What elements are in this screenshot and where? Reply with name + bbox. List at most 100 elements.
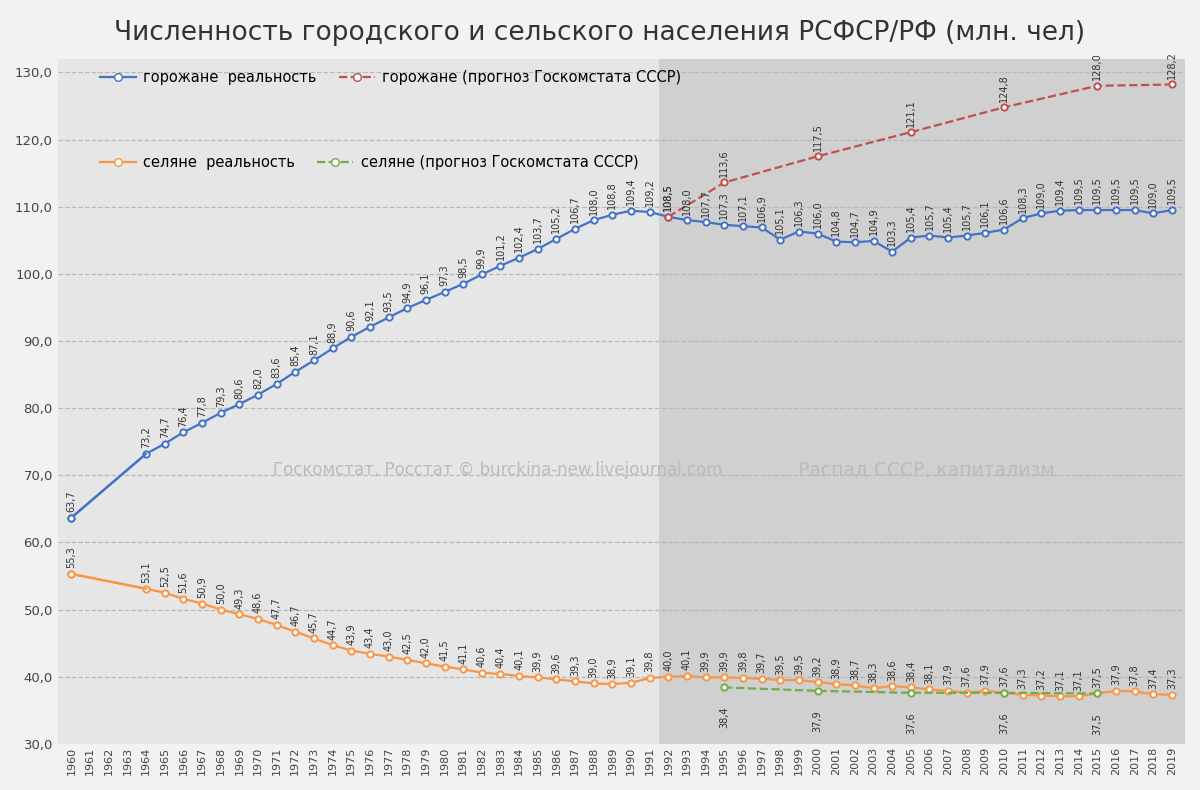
Text: 87,1: 87,1 xyxy=(308,333,319,355)
Text: 55,3: 55,3 xyxy=(66,547,77,569)
Text: 37,2: 37,2 xyxy=(1037,668,1046,690)
Text: 37,9: 37,9 xyxy=(980,664,990,685)
Text: 37,9: 37,9 xyxy=(943,664,953,685)
Text: 99,9: 99,9 xyxy=(476,247,487,269)
Text: 128,0: 128,0 xyxy=(1092,52,1103,81)
Text: 109,5: 109,5 xyxy=(1092,177,1103,205)
Text: 105,7: 105,7 xyxy=(961,202,972,230)
Text: 101,2: 101,2 xyxy=(496,232,505,260)
Text: 106,9: 106,9 xyxy=(757,194,767,222)
Text: 105,1: 105,1 xyxy=(775,206,785,234)
Text: 102,4: 102,4 xyxy=(514,224,524,252)
Text: 128,2: 128,2 xyxy=(1166,51,1177,79)
Text: 40,1: 40,1 xyxy=(514,649,524,671)
Text: 40,1: 40,1 xyxy=(682,649,692,671)
Text: 108,0: 108,0 xyxy=(589,187,599,215)
Text: 52,5: 52,5 xyxy=(160,566,169,587)
Text: 105,2: 105,2 xyxy=(552,205,562,233)
Text: 38,4: 38,4 xyxy=(719,707,730,728)
Text: 38,9: 38,9 xyxy=(607,657,617,679)
Text: 106,6: 106,6 xyxy=(1000,197,1009,224)
Text: 94,9: 94,9 xyxy=(402,281,413,303)
Text: 109,0: 109,0 xyxy=(1037,180,1046,208)
Text: 39,5: 39,5 xyxy=(775,653,785,675)
Text: 48,6: 48,6 xyxy=(253,592,263,613)
Text: 37,6: 37,6 xyxy=(1000,713,1009,734)
Text: 42,5: 42,5 xyxy=(402,633,413,654)
Text: 51,6: 51,6 xyxy=(179,572,188,593)
Text: 37,3: 37,3 xyxy=(1166,668,1177,689)
Text: 40,6: 40,6 xyxy=(476,645,487,667)
Text: 74,7: 74,7 xyxy=(160,416,169,438)
Text: 105,7: 105,7 xyxy=(924,202,935,230)
Text: 109,4: 109,4 xyxy=(626,178,636,205)
Text: 109,5: 109,5 xyxy=(1111,177,1121,205)
Text: 109,4: 109,4 xyxy=(1055,178,1066,205)
Text: 37,8: 37,8 xyxy=(1129,664,1140,686)
Text: Госкомстат, Росстат © burckina-new.livejournal.com: Госкомстат, Росстат © burckina-new.livej… xyxy=(274,461,722,479)
Text: 39,8: 39,8 xyxy=(644,651,655,672)
Text: 38,1: 38,1 xyxy=(924,662,935,684)
Text: 108,5: 108,5 xyxy=(664,183,673,211)
Text: 37,5: 37,5 xyxy=(1092,713,1103,735)
Text: 47,7: 47,7 xyxy=(271,598,282,619)
Text: 106,3: 106,3 xyxy=(794,198,804,226)
Text: 44,7: 44,7 xyxy=(328,618,337,640)
Text: 45,7: 45,7 xyxy=(308,611,319,633)
Text: 113,6: 113,6 xyxy=(719,149,730,177)
Text: 82,0: 82,0 xyxy=(253,367,263,389)
Text: 39,6: 39,6 xyxy=(552,653,562,674)
Text: 37,1: 37,1 xyxy=(1074,669,1084,690)
Text: 98,5: 98,5 xyxy=(458,257,468,278)
Text: 108,0: 108,0 xyxy=(682,187,692,215)
Text: 40,0: 40,0 xyxy=(664,649,673,672)
Text: 106,0: 106,0 xyxy=(812,201,822,228)
Legend: селяне  реальность, селяне (прогноз Госкомстата СССР): селяне реальность, селяне (прогноз Госко… xyxy=(100,156,638,171)
Text: 107,3: 107,3 xyxy=(719,191,730,220)
Text: 37,9: 37,9 xyxy=(1111,664,1121,685)
Text: 107,1: 107,1 xyxy=(738,193,748,220)
Text: 39,5: 39,5 xyxy=(794,653,804,675)
Text: 37,6: 37,6 xyxy=(1000,666,1009,687)
Text: 39,9: 39,9 xyxy=(533,650,542,672)
Text: 93,5: 93,5 xyxy=(384,290,394,312)
Text: 37,5: 37,5 xyxy=(1092,666,1103,688)
Text: 43,9: 43,9 xyxy=(347,623,356,645)
Text: 83,6: 83,6 xyxy=(271,357,282,378)
Text: 106,7: 106,7 xyxy=(570,195,580,224)
Text: 53,1: 53,1 xyxy=(142,562,151,583)
Text: 79,3: 79,3 xyxy=(216,386,226,408)
Text: Численность городского и сельского населения РСФСР/РФ (млн. чел): Численность городского и сельского насел… xyxy=(114,20,1086,46)
Text: 63,7: 63,7 xyxy=(66,491,77,512)
Text: 97,3: 97,3 xyxy=(439,265,450,287)
Text: Распад СССР, капитализм: Распад СССР, капитализм xyxy=(798,461,1055,480)
Text: 109,5: 109,5 xyxy=(1129,177,1140,205)
Text: 39,8: 39,8 xyxy=(738,651,748,672)
Text: 105,4: 105,4 xyxy=(943,205,953,232)
Text: 46,7: 46,7 xyxy=(290,604,300,626)
Text: 38,3: 38,3 xyxy=(869,661,878,683)
Text: 73,2: 73,2 xyxy=(142,427,151,448)
Text: 92,1: 92,1 xyxy=(365,299,374,322)
Text: 104,8: 104,8 xyxy=(832,209,841,236)
Text: 39,9: 39,9 xyxy=(719,650,730,672)
Text: 85,4: 85,4 xyxy=(290,344,300,367)
Text: 77,8: 77,8 xyxy=(197,396,208,417)
Text: 107,7: 107,7 xyxy=(701,189,710,216)
Text: 104,9: 104,9 xyxy=(869,208,878,235)
Text: 49,3: 49,3 xyxy=(234,587,245,609)
Text: 38,9: 38,9 xyxy=(832,657,841,679)
Text: 90,6: 90,6 xyxy=(347,310,356,331)
Bar xyxy=(659,59,1186,744)
Text: 41,5: 41,5 xyxy=(439,639,450,661)
Text: 38,6: 38,6 xyxy=(887,659,898,680)
Text: 105,4: 105,4 xyxy=(906,205,916,232)
Text: 109,2: 109,2 xyxy=(644,179,655,206)
Text: 40,4: 40,4 xyxy=(496,647,505,668)
Text: 88,9: 88,9 xyxy=(328,322,337,343)
Text: 39,7: 39,7 xyxy=(757,652,767,673)
Text: 117,5: 117,5 xyxy=(812,123,822,151)
Text: 37,9: 37,9 xyxy=(812,710,822,732)
Text: 104,7: 104,7 xyxy=(850,209,860,237)
Text: 109,5: 109,5 xyxy=(1074,177,1084,205)
